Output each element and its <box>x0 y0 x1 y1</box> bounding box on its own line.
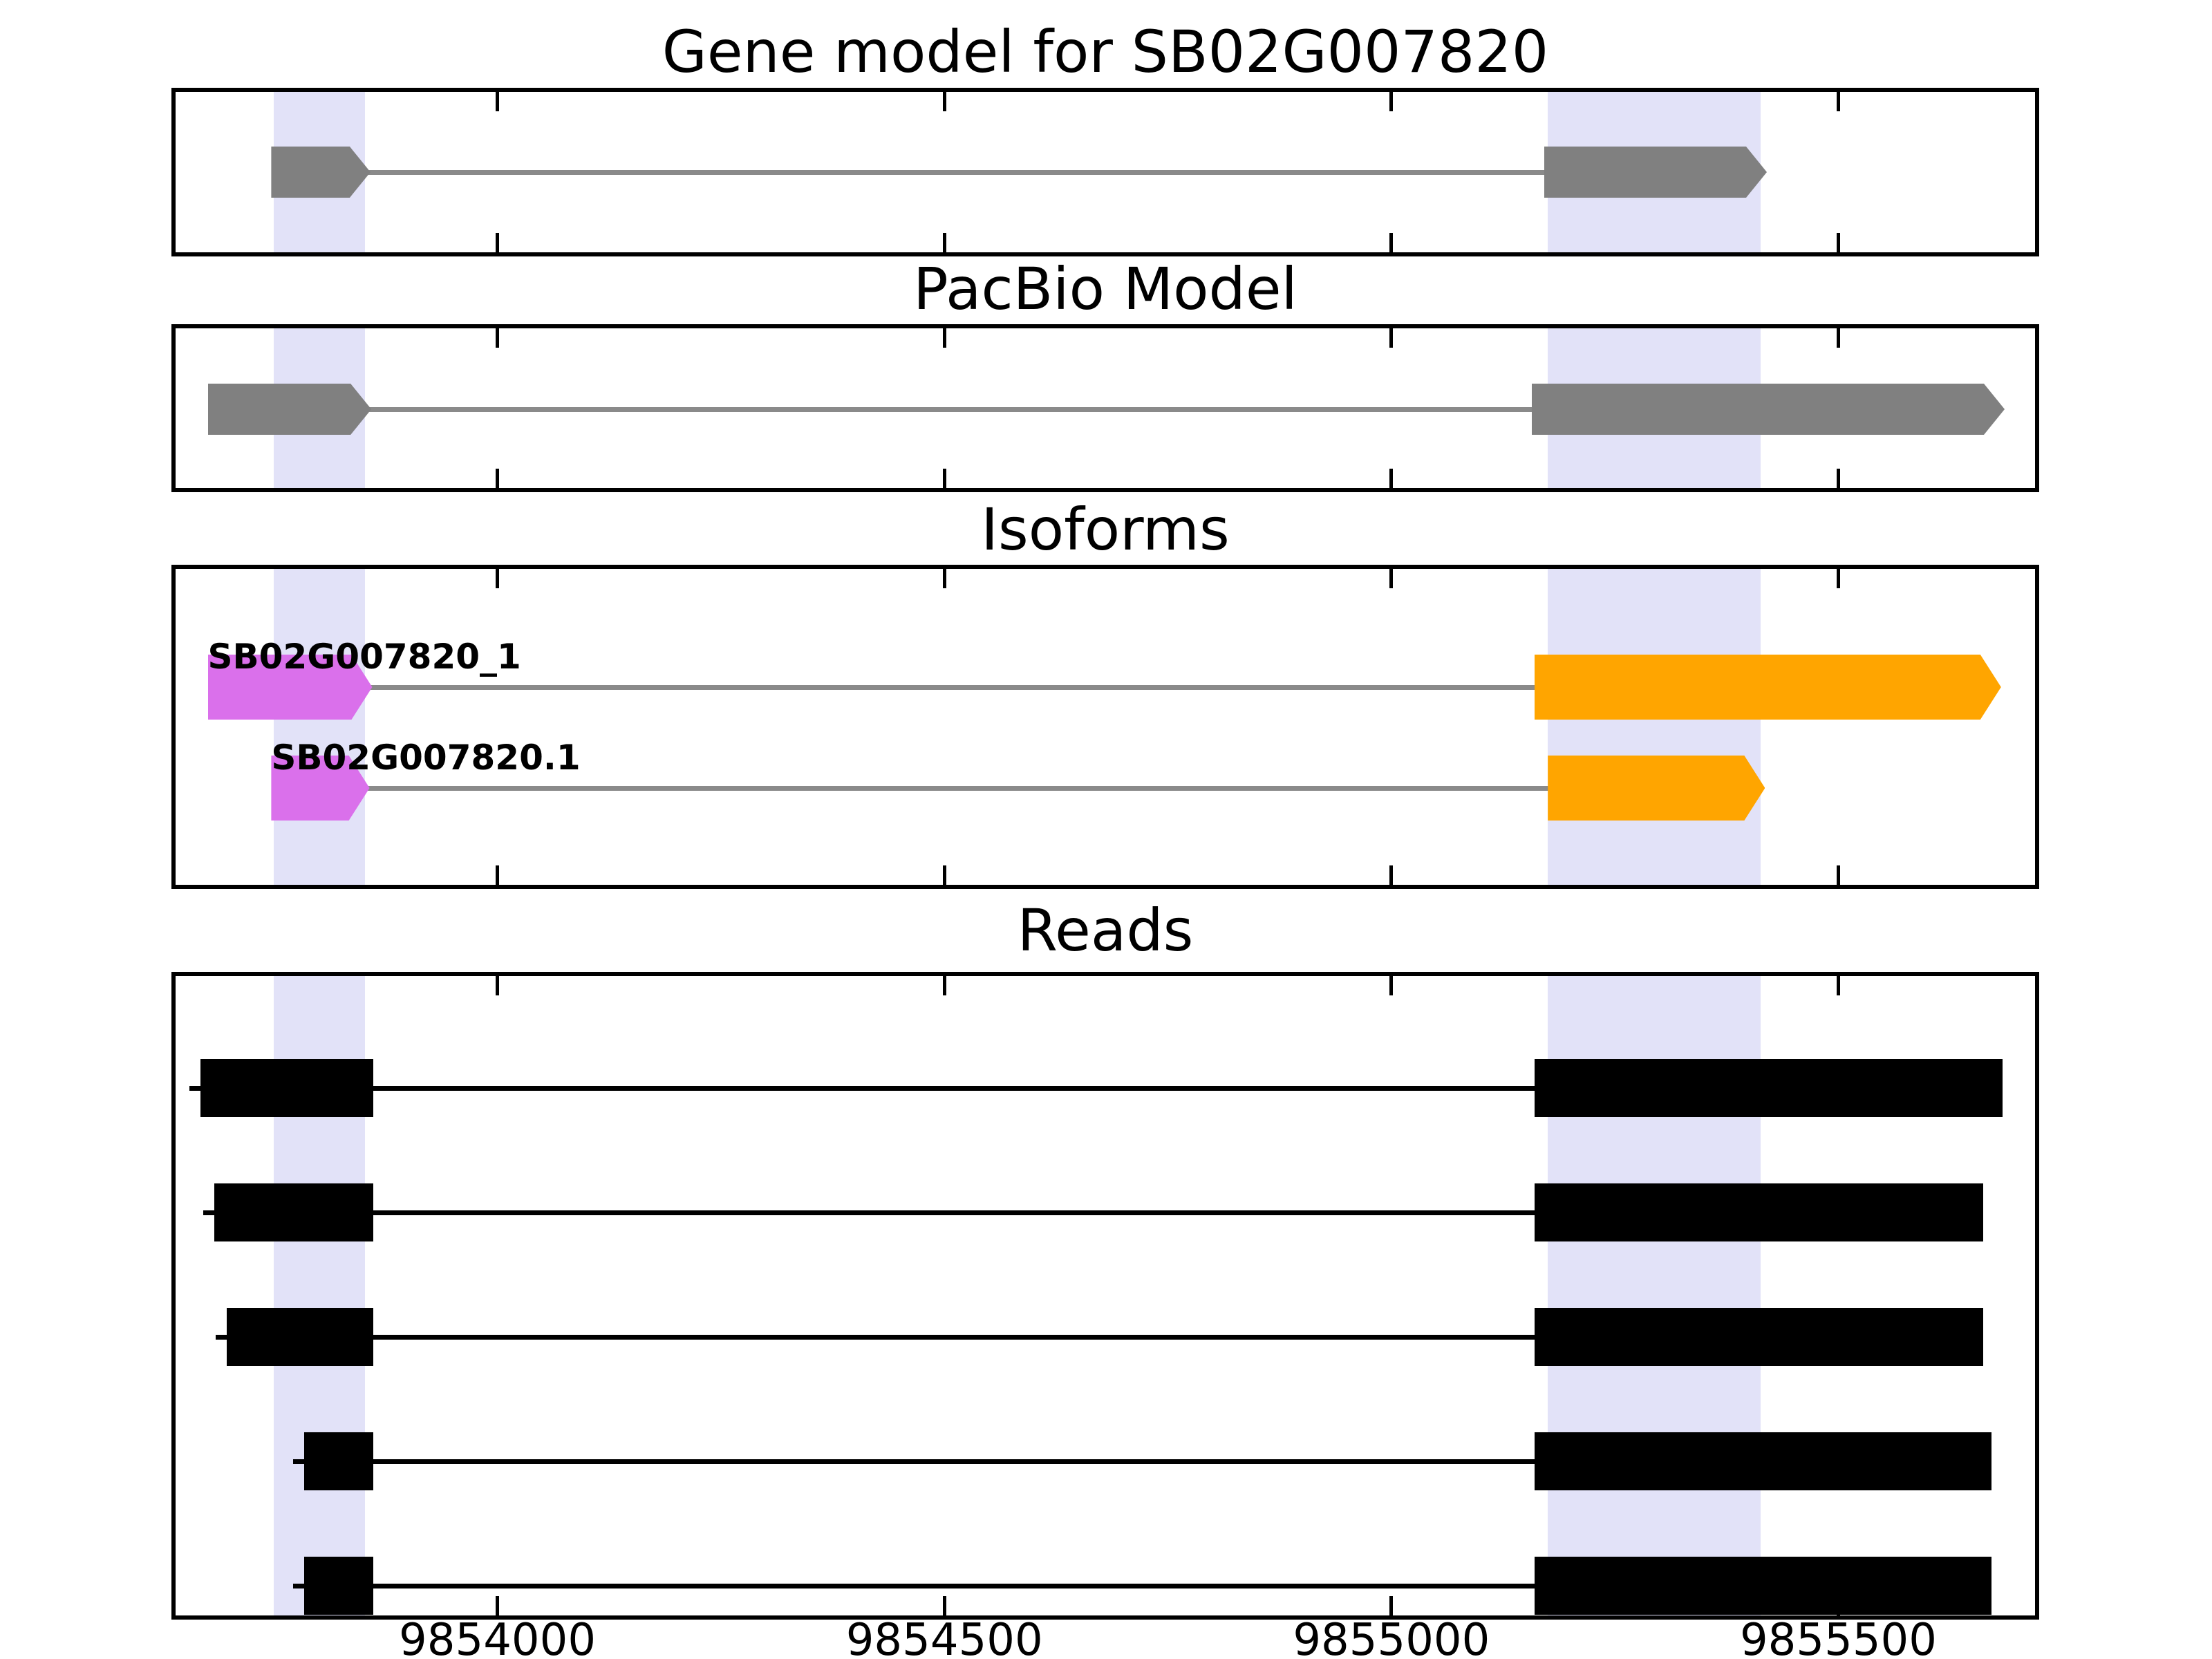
panel-pacbio-model <box>171 324 2039 492</box>
axis-tick-mark-bottom <box>942 865 946 885</box>
axis-tick-mark-bottom <box>496 469 500 488</box>
highlight-band <box>1548 569 1761 885</box>
axis-tick-mark-bottom <box>942 1596 946 1615</box>
axis-tick-mark-top <box>942 569 946 588</box>
intron-line <box>364 407 1535 412</box>
panel-title-pacbio-model: PacBio Model <box>913 255 1297 323</box>
axis-tick-mark-bottom <box>1389 469 1394 488</box>
x-axis-tick-labels: 9854000 9854500 9855000 9855500 <box>0 1615 2212 1659</box>
x-axis-tick-label: 9854500 <box>845 1615 1043 1659</box>
axis-tick-mark-top <box>942 328 946 348</box>
intron-line <box>363 170 1547 175</box>
axis-tick-mark-bottom <box>1389 1596 1394 1615</box>
read-intron-line <box>293 1459 1537 1464</box>
read-exon <box>304 1432 373 1490</box>
intron-line <box>365 685 1537 690</box>
axis-tick-mark-top <box>496 92 500 111</box>
exon-arrow <box>1535 655 2001 720</box>
read-exon <box>1534 1059 2003 1117</box>
axis-tick-mark-bottom <box>496 233 500 252</box>
read-exon <box>226 1308 373 1366</box>
panel-title-reads: Reads <box>1017 897 1194 964</box>
axis-tick-mark-bottom <box>1389 865 1394 885</box>
axis-tick-mark-bottom <box>1389 233 1394 252</box>
axis-tick-mark-bottom <box>1836 469 1840 488</box>
read-exon <box>1534 1557 1991 1615</box>
isoform-label: SB02G007820.1 <box>271 738 581 778</box>
exon-arrow <box>271 756 369 821</box>
exon-arrow <box>1548 756 1765 821</box>
axis-tick-mark-top <box>496 328 500 348</box>
exon-arrow <box>208 655 373 720</box>
panel-reads <box>171 972 2039 1620</box>
read-intron-line <box>215 1335 1537 1340</box>
exon-arrow <box>1544 147 1767 198</box>
panel-gene-model <box>171 88 2039 256</box>
axis-tick-mark-top <box>1389 92 1394 111</box>
x-axis-tick-label: 9855000 <box>1293 1615 1490 1659</box>
panel-title-gene-model: Gene model for SB02G007820 <box>662 18 1549 86</box>
isoform-label: SB02G007820_1 <box>207 637 521 677</box>
read-exon <box>214 1183 373 1241</box>
read-intron-line <box>203 1210 1537 1215</box>
axis-tick-mark-top <box>1836 569 1840 588</box>
panel-title-isoforms: Isoforms <box>981 496 1230 563</box>
axis-tick-mark-top <box>1389 569 1394 588</box>
axis-tick-mark-top <box>1836 976 1840 995</box>
axis-tick-mark-bottom <box>942 233 946 252</box>
axis-tick-mark-top <box>1389 328 1394 348</box>
axis-tick-mark-top <box>1389 976 1394 995</box>
read-exon <box>1534 1308 1983 1366</box>
intron-line <box>362 786 1551 791</box>
axis-tick-mark-top <box>1836 92 1840 111</box>
axis-tick-mark-top <box>942 92 946 111</box>
exon-arrow <box>1532 384 2005 435</box>
axis-tick-mark-top <box>942 976 946 995</box>
read-intron-line <box>189 1086 1537 1091</box>
axis-tick-mark-top <box>496 569 500 588</box>
panel-isoforms: SB02G007820_1 SB02G007820.1 <box>171 565 2039 889</box>
highlight-band <box>274 569 366 885</box>
x-axis-tick-label: 9854000 <box>399 1615 597 1659</box>
exon-arrow <box>271 147 371 198</box>
read-exon <box>1534 1183 1983 1241</box>
read-exon <box>304 1557 373 1615</box>
exon-arrow <box>208 384 372 435</box>
axis-tick-mark-top <box>496 976 500 995</box>
axis-tick-mark-bottom <box>942 469 946 488</box>
axis-tick-mark-bottom <box>496 1596 500 1615</box>
axis-tick-mark-bottom <box>1836 233 1840 252</box>
read-intron-line <box>293 1584 1537 1588</box>
read-exon <box>1534 1432 1991 1490</box>
axis-tick-mark-bottom <box>1836 865 1840 885</box>
axis-tick-mark-bottom <box>496 865 500 885</box>
x-axis-tick-label: 9855500 <box>1739 1615 1937 1659</box>
axis-tick-mark-top <box>1836 328 1840 348</box>
read-exon <box>200 1059 373 1117</box>
